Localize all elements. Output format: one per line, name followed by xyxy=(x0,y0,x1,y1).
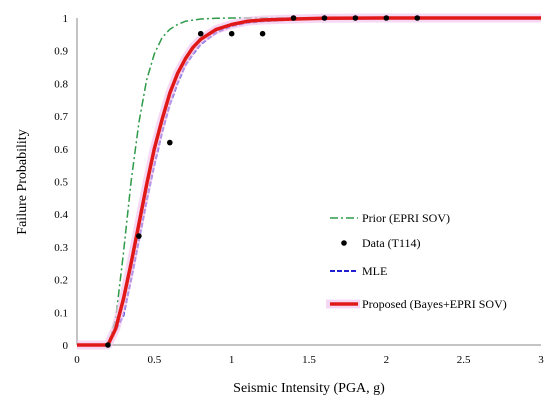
y-tick-label: 0.3 xyxy=(54,242,68,254)
data-point xyxy=(228,30,235,37)
y-tick-label: 0.2 xyxy=(54,275,68,287)
legend: Prior (EPRI SOV) Data (T114) MLE Proposed (… xyxy=(326,211,507,311)
y-axis-title: Failure Probability xyxy=(15,129,30,234)
y-tick-label: 0.1 xyxy=(54,307,68,319)
data-point xyxy=(197,30,204,37)
series-layer xyxy=(77,13,541,350)
y-tick-label: 0.8 xyxy=(54,78,68,90)
data-point xyxy=(352,15,359,21)
y-tick-label: 0 xyxy=(63,340,69,352)
x-tick-label: 1 xyxy=(229,354,235,366)
y-tick-label: 0.9 xyxy=(54,46,68,58)
y-tick-label: 0.5 xyxy=(54,177,68,189)
x-tick-label: 3 xyxy=(538,354,544,366)
legend-label: Prior (EPRI SOV) xyxy=(362,211,450,225)
data-point xyxy=(290,15,297,21)
axes xyxy=(76,18,541,346)
data-point xyxy=(136,233,142,239)
x-tick-label: 2 xyxy=(384,354,390,366)
data-point xyxy=(259,30,266,37)
x-tick-label: 0 xyxy=(74,354,80,366)
data-point xyxy=(383,15,390,21)
legend-label: Data (T114) xyxy=(362,236,421,250)
y-tick-label: 0.4 xyxy=(54,209,68,221)
data-point xyxy=(167,139,173,146)
y-tick-label: 0.6 xyxy=(54,144,68,156)
data-point xyxy=(321,15,328,21)
x-tick-label: 0.5 xyxy=(147,354,161,366)
data-point xyxy=(105,342,111,348)
tick-labels: 0 0.5 1 1.5 2 2.5 3 0 0.1 0.2 0.3 0.4 0.5 0.6 0.7 0.8 0.… xyxy=(54,13,544,366)
legend-label: Proposed (Bayes+EPRI SOV) xyxy=(362,297,507,311)
series-line-proposed-bayes-epri-sov xyxy=(77,16,541,347)
data-markers xyxy=(105,15,421,348)
x-axis-title: Seismic Intensity (PGA, g) xyxy=(233,381,385,396)
legend-label: MLE xyxy=(362,264,387,278)
x-tick-label: 1.5 xyxy=(302,354,316,366)
legend-marker-data xyxy=(341,240,347,246)
y-tick-label: 1 xyxy=(63,13,69,25)
x-tick-label: 2.5 xyxy=(457,354,471,366)
y-tick-label: 0.7 xyxy=(54,111,68,123)
data-point xyxy=(414,15,421,21)
